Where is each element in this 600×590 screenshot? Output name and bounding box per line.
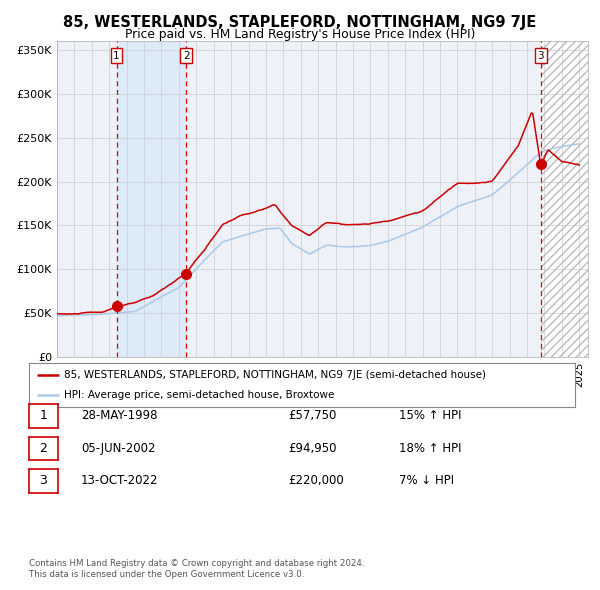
Text: 3: 3 <box>538 51 544 61</box>
Text: Contains HM Land Registry data © Crown copyright and database right 2024.: Contains HM Land Registry data © Crown c… <box>29 559 364 568</box>
Text: 28-MAY-1998: 28-MAY-1998 <box>81 409 157 422</box>
Text: HPI: Average price, semi-detached house, Broxtowe: HPI: Average price, semi-detached house,… <box>64 390 335 400</box>
Bar <box>541 41 588 357</box>
Text: 1: 1 <box>39 409 47 422</box>
Text: 2: 2 <box>39 442 47 455</box>
Text: 3: 3 <box>39 474 47 487</box>
Text: 7% ↓ HPI: 7% ↓ HPI <box>399 474 454 487</box>
Text: 85, WESTERLANDS, STAPLEFORD, NOTTINGHAM, NG9 7JE (semi-detached house): 85, WESTERLANDS, STAPLEFORD, NOTTINGHAM,… <box>64 370 486 380</box>
Text: 1: 1 <box>113 51 120 61</box>
Text: £57,750: £57,750 <box>288 409 337 422</box>
Text: 85, WESTERLANDS, STAPLEFORD, NOTTINGHAM, NG9 7JE: 85, WESTERLANDS, STAPLEFORD, NOTTINGHAM,… <box>64 15 536 30</box>
Text: 2: 2 <box>183 51 190 61</box>
Text: £94,950: £94,950 <box>288 442 337 455</box>
Text: 15% ↑ HPI: 15% ↑ HPI <box>399 409 461 422</box>
Text: This data is licensed under the Open Government Licence v3.0.: This data is licensed under the Open Gov… <box>29 571 304 579</box>
Text: 18% ↑ HPI: 18% ↑ HPI <box>399 442 461 455</box>
Text: £220,000: £220,000 <box>288 474 344 487</box>
Bar <box>116 41 187 357</box>
Bar <box>541 41 588 357</box>
Text: Price paid vs. HM Land Registry's House Price Index (HPI): Price paid vs. HM Land Registry's House … <box>125 28 475 41</box>
Text: 05-JUN-2002: 05-JUN-2002 <box>81 442 155 455</box>
Text: 13-OCT-2022: 13-OCT-2022 <box>81 474 158 487</box>
